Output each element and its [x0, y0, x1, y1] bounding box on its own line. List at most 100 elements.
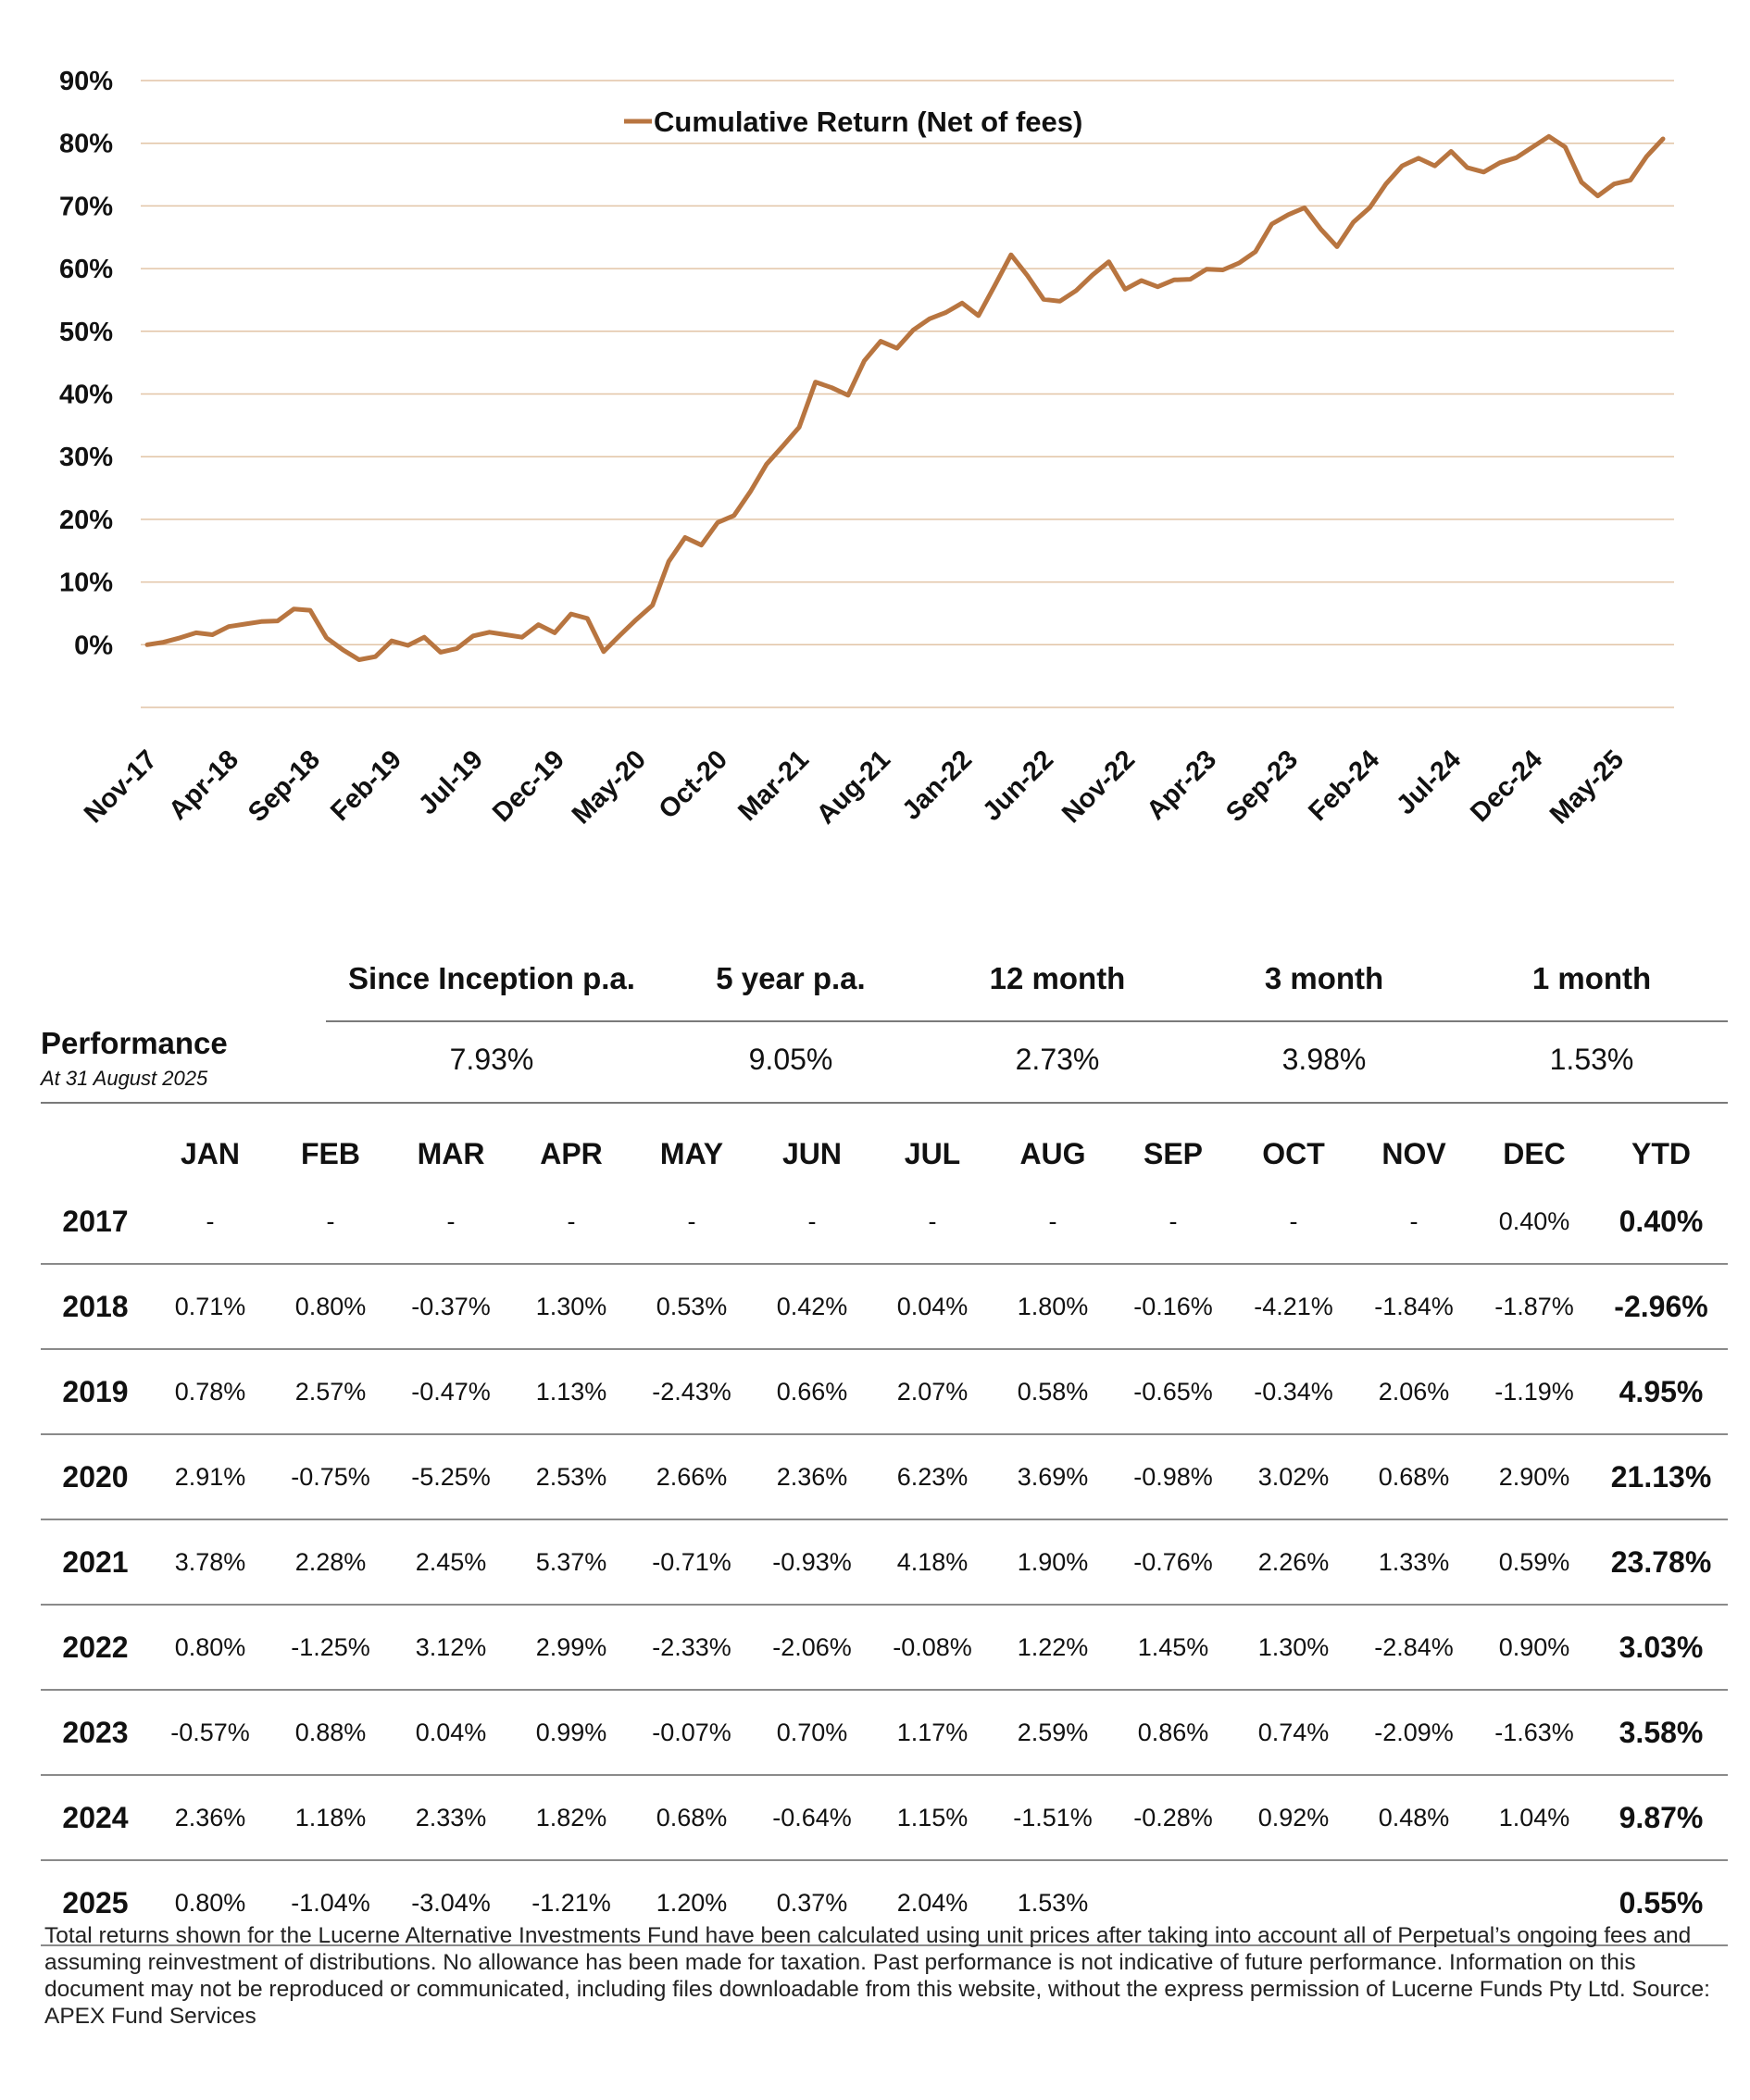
- cumulative-return-line: [144, 133, 1666, 662]
- table-cell: 3.02%: [1233, 1434, 1354, 1520]
- table-cell: -0.76%: [1113, 1519, 1233, 1606]
- x-tick-label: Jul-24: [1391, 744, 1467, 820]
- table-cell: [1113, 1860, 1233, 1946]
- x-tick-label: Jun-22: [977, 744, 1059, 827]
- table-cell: 0.78%: [150, 1349, 270, 1435]
- gridlines: [141, 80, 1674, 708]
- table-cell: -2.06%: [752, 1605, 872, 1691]
- table-cell: -5.25%: [391, 1434, 511, 1520]
- y-tick-label: 60%: [59, 255, 113, 284]
- table-cell: 0.99%: [511, 1690, 631, 1776]
- x-tick-label: Feb-19: [325, 744, 407, 827]
- row-year: 2018: [41, 1264, 150, 1350]
- table-cell: 2.07%: [872, 1349, 993, 1435]
- x-tick-label: Sep-23: [1220, 744, 1304, 828]
- x-tick-label: Oct-20: [654, 744, 733, 824]
- y-tick-label: 20%: [59, 506, 113, 535]
- monthly-returns-table: JAN FEB MAR APR MAY JUN JUL AUG SEP OCT NOV DEC YTD …: [41, 1128, 1728, 1946]
- table-cell: -1.25%: [270, 1605, 391, 1691]
- table-cell: -0.75%: [270, 1434, 391, 1520]
- table-header-row: JAN FEB MAR APR MAY JUN JUL AUG SEP OCT NOV DEC YTD: [41, 1128, 1728, 1180]
- table-cell: [1474, 1860, 1594, 1946]
- value-12-month: 2.73%: [1015, 1043, 1100, 1076]
- table-cell: -: [1354, 1180, 1474, 1265]
- performance-as-of-date: At 31 August 2025: [41, 1067, 208, 1090]
- row-year: 2022: [41, 1605, 150, 1691]
- row-year: 2023: [41, 1690, 150, 1776]
- table-cell: 0.86%: [1113, 1690, 1233, 1776]
- table-cell: -0.08%: [872, 1605, 993, 1691]
- table-cell: 0.04%: [872, 1264, 993, 1350]
- table-cell: -0.71%: [631, 1519, 752, 1606]
- table-cell: 0.53%: [631, 1264, 752, 1350]
- table-cell: 1.82%: [511, 1775, 631, 1861]
- x-tick-label: May-25: [1544, 744, 1630, 830]
- table-cell: -: [150, 1180, 270, 1265]
- table-cell: 2.36%: [150, 1775, 270, 1861]
- table-row: 2022 0.80% -1.25% 3.12% 2.99% -2.33% -2.06% -0.…: [41, 1605, 1728, 1691]
- table-cell: 3.69%: [993, 1434, 1113, 1520]
- table-cell: 0.71%: [150, 1264, 270, 1350]
- ytd-cell: 23.78%: [1594, 1519, 1728, 1606]
- table-cell: 0.59%: [1474, 1519, 1594, 1606]
- column-header: JAN: [180, 1136, 240, 1170]
- table-cell: 1.15%: [872, 1775, 993, 1861]
- table-cell: [1233, 1860, 1354, 1946]
- table-cell: 0.37%: [752, 1860, 872, 1946]
- column-header: APR: [540, 1136, 603, 1170]
- ytd-cell: 3.03%: [1594, 1605, 1728, 1691]
- table-cell: 2.57%: [270, 1349, 391, 1435]
- table-cell: -: [1113, 1180, 1233, 1265]
- table-cell: -0.47%: [391, 1349, 511, 1435]
- column-header: SEP: [1143, 1136, 1204, 1170]
- column-header: MAY: [659, 1136, 724, 1170]
- table-row: 2020 2.91% -0.75% -5.25% 2.53% 2.66% 2.36% 6.23…: [41, 1434, 1728, 1520]
- table-cell: 3.12%: [391, 1605, 511, 1691]
- table-cell: 0.42%: [752, 1264, 872, 1350]
- value-since-inception: 7.93%: [449, 1043, 534, 1076]
- header-1-month: 1 month: [1531, 961, 1652, 995]
- table-cell: -1.21%: [511, 1860, 631, 1946]
- table-cell: 1.04%: [1474, 1775, 1594, 1861]
- column-header: OCT: [1262, 1136, 1325, 1170]
- table-cell: -0.37%: [391, 1264, 511, 1350]
- table-cell: 0.58%: [993, 1349, 1113, 1435]
- table-cell: -0.16%: [1113, 1264, 1233, 1350]
- table-cell: -: [752, 1180, 872, 1265]
- table-cell: 2.28%: [270, 1519, 391, 1606]
- y-tick-label: 50%: [59, 318, 113, 347]
- table-cell: -1.19%: [1474, 1349, 1594, 1435]
- table-row: 2017- - - - - - - - - - -0.40% 0.40%: [41, 1180, 1728, 1265]
- column-header: FEB: [301, 1136, 360, 1170]
- table-cell: -1.87%: [1474, 1264, 1594, 1350]
- row-year: 2025: [41, 1860, 150, 1946]
- table-cell: 1.18%: [270, 1775, 391, 1861]
- column-header: DEC: [1503, 1136, 1566, 1170]
- table-cell: 2.26%: [1233, 1519, 1354, 1606]
- y-tick-label: 40%: [59, 381, 113, 410]
- x-tick-label: Mar-21: [732, 744, 815, 827]
- legend: Cumulative Return (Net of fees): [624, 106, 1082, 138]
- x-tick-label: Apr-18: [163, 744, 244, 826]
- table-cell: 0.88%: [270, 1690, 391, 1776]
- row-year: 2020: [41, 1434, 150, 1520]
- x-tick-label: Apr-23: [1142, 744, 1223, 826]
- x-tick-label: Feb-24: [1303, 744, 1385, 827]
- value-5-year: 9.05%: [748, 1043, 833, 1076]
- header-5-year: 5 year p.a.: [716, 961, 866, 995]
- ytd-cell: 3.58%: [1594, 1690, 1728, 1776]
- table-cell: 1.33%: [1354, 1519, 1474, 1606]
- table-row: 2019 0.78% 2.57% -0.47% 1.13% -2.43% 0.66% 2.07…: [41, 1349, 1728, 1435]
- x-tick-label: Nov-22: [1056, 744, 1141, 829]
- row-year: 2024: [41, 1775, 150, 1861]
- table-cell: 0.90%: [1474, 1605, 1594, 1691]
- table-row: 2018 0.71% 0.80% -0.37% 1.30% 0.53% 0.42% 0.04%…: [41, 1264, 1728, 1350]
- x-tick-label: Aug-21: [811, 744, 896, 830]
- y-tick-label: 10%: [59, 569, 113, 598]
- table-row: 2025 0.80% -1.04% -3.04% -1.21% 1.20% 0.37% 2.0…: [41, 1860, 1728, 1946]
- column-header: JUL: [904, 1136, 961, 1170]
- table-cell: 2.06%: [1354, 1349, 1474, 1435]
- table-cell: -: [872, 1180, 993, 1265]
- disclaimer: Total returns shown for the Lucerne Alte…: [44, 1923, 1710, 2029]
